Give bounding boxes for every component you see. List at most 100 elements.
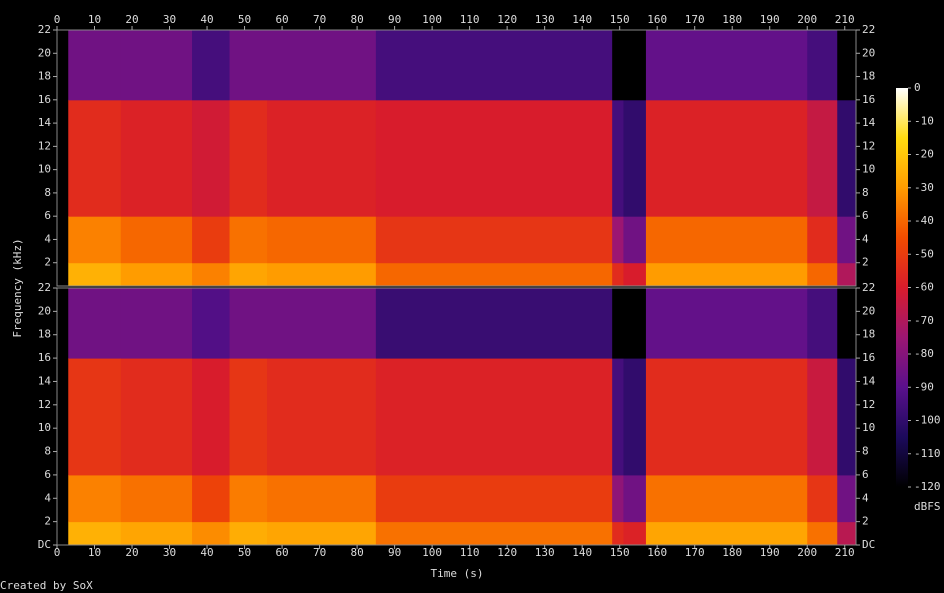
spectrogram-cell: [57, 30, 69, 101]
colorbar-tick-label: -50: [914, 247, 934, 260]
spectrogram-cell: [267, 262, 377, 287]
spectrogram-cell: [120, 99, 193, 217]
spectrogram-cell: [612, 99, 624, 217]
spectrogram-cell: [68, 474, 122, 523]
x-tick-label: 170: [685, 13, 705, 26]
y-tick-label: 8: [862, 445, 869, 458]
spectrogram-cell: [267, 358, 377, 476]
spectrogram-cell: [120, 521, 193, 546]
y-tick-label: 14: [38, 116, 52, 129]
spectrogram-cell: [645, 30, 808, 101]
y-tick-label: 10: [862, 163, 875, 176]
y-tick-label: 14: [862, 116, 876, 129]
spectrogram-cell: [623, 30, 647, 101]
x-tick-label: 120: [497, 546, 517, 559]
spectrogram-cell: [807, 216, 838, 264]
x-tick-label: 130: [535, 546, 555, 559]
spectrogram-cell: [267, 521, 377, 546]
y-tick-label: 16: [38, 351, 51, 364]
spectrogram-cell: [68, 262, 122, 287]
x-tick-label: 110: [460, 546, 480, 559]
spectrogram-cell: [229, 474, 268, 523]
x-tick-label: 210: [835, 546, 855, 559]
y-tick-label: 18: [862, 328, 875, 341]
y-tick-label: 22: [862, 281, 875, 294]
spectrogram-cell: [375, 474, 613, 523]
spectrogram-cell: [229, 99, 268, 217]
x-tick-label: 110: [460, 13, 480, 26]
y-tick-label: 18: [38, 328, 51, 341]
y-tick-label: 22: [38, 23, 51, 36]
y-tick-label: DC: [862, 538, 875, 551]
spectrogram-cell: [68, 216, 122, 264]
x-tick-label: 40: [200, 13, 213, 26]
y-tick-label: 14: [38, 374, 52, 387]
spectrogram-cell: [68, 30, 122, 101]
y-tick-label: 12: [862, 398, 875, 411]
spectrogram-cell: [57, 216, 69, 264]
spectrogram-cell: [267, 99, 377, 217]
x-tick-label: 130: [535, 13, 555, 26]
x-tick-label: 70: [313, 546, 326, 559]
spectrogram-cell: [837, 30, 857, 101]
x-tick-label: 50: [238, 13, 251, 26]
spectrogram-cell: [267, 288, 377, 359]
y-tick-label: 6: [862, 468, 869, 481]
spectrogram-cell: [120, 288, 193, 359]
spectrogram-cell: [612, 216, 624, 264]
y-tick-label: 4: [44, 232, 51, 245]
y-tick-label: 14: [862, 374, 876, 387]
y-tick-label: 2: [862, 256, 869, 269]
x-tick-label: 190: [760, 13, 780, 26]
spectrogram-cell: [837, 99, 857, 217]
colorbar-tick-label: 0: [914, 81, 921, 94]
spectrogram-cell: [120, 216, 193, 264]
y-tick-label: 10: [862, 421, 875, 434]
y-tick-label: 2: [44, 256, 51, 269]
x-tick-label: 80: [350, 13, 363, 26]
spectrogram-cell: [837, 358, 857, 476]
y-tick-label: 12: [862, 139, 875, 152]
y-tick-label: 20: [862, 304, 875, 317]
y-tick-label: 22: [38, 281, 51, 294]
colorbar-tick-label: -110: [914, 447, 941, 460]
colorbar-tick-label: -40: [914, 214, 934, 227]
spectrogram-cell: [267, 30, 377, 101]
spectrogram-cell: [837, 521, 857, 546]
y-tick-label: 20: [862, 46, 875, 59]
spectrogram-cell: [645, 474, 808, 523]
spectrogram-cell: [837, 474, 857, 523]
spectrogram-cell: [807, 521, 838, 546]
spectrogram-cell: [192, 474, 231, 523]
x-tick-label: 10: [88, 13, 101, 26]
x-tick-label: 50: [238, 546, 251, 559]
x-tick-label: 140: [572, 13, 592, 26]
spectrogram-cell: [267, 216, 377, 264]
spectrogram-cell: [612, 30, 624, 101]
colorbar-tick-label: -10: [914, 114, 934, 127]
x-tick-label: 90: [388, 546, 401, 559]
x-axis-label: Time (s): [431, 567, 484, 580]
x-tick-label: 20: [125, 13, 138, 26]
spectrogram-cell: [837, 216, 857, 264]
spectrogram-cell: [57, 474, 69, 523]
y-tick-label: 2: [862, 515, 869, 528]
x-tick-label: 160: [647, 546, 667, 559]
spectrogram-cell: [375, 262, 613, 287]
x-tick-label: 60: [275, 13, 288, 26]
spectrogram-cell: [807, 474, 838, 523]
y-tick-label: DC: [38, 538, 51, 551]
colorbar-tick-label: -60: [914, 281, 934, 294]
x-tick-label: 210: [835, 13, 855, 26]
y-tick-label: 12: [38, 139, 51, 152]
y-tick-label: 6: [44, 209, 51, 222]
spectrogram-cell: [120, 30, 193, 101]
spectrogram-cell: [120, 474, 193, 523]
spectrogram-cell: [375, 358, 613, 476]
y-tick-label: 4: [862, 491, 869, 504]
y-tick-label: 2: [44, 515, 51, 528]
y-tick-label: 20: [38, 304, 51, 317]
spectrogram-cell: [57, 262, 69, 287]
y-tick-label: 10: [38, 421, 51, 434]
